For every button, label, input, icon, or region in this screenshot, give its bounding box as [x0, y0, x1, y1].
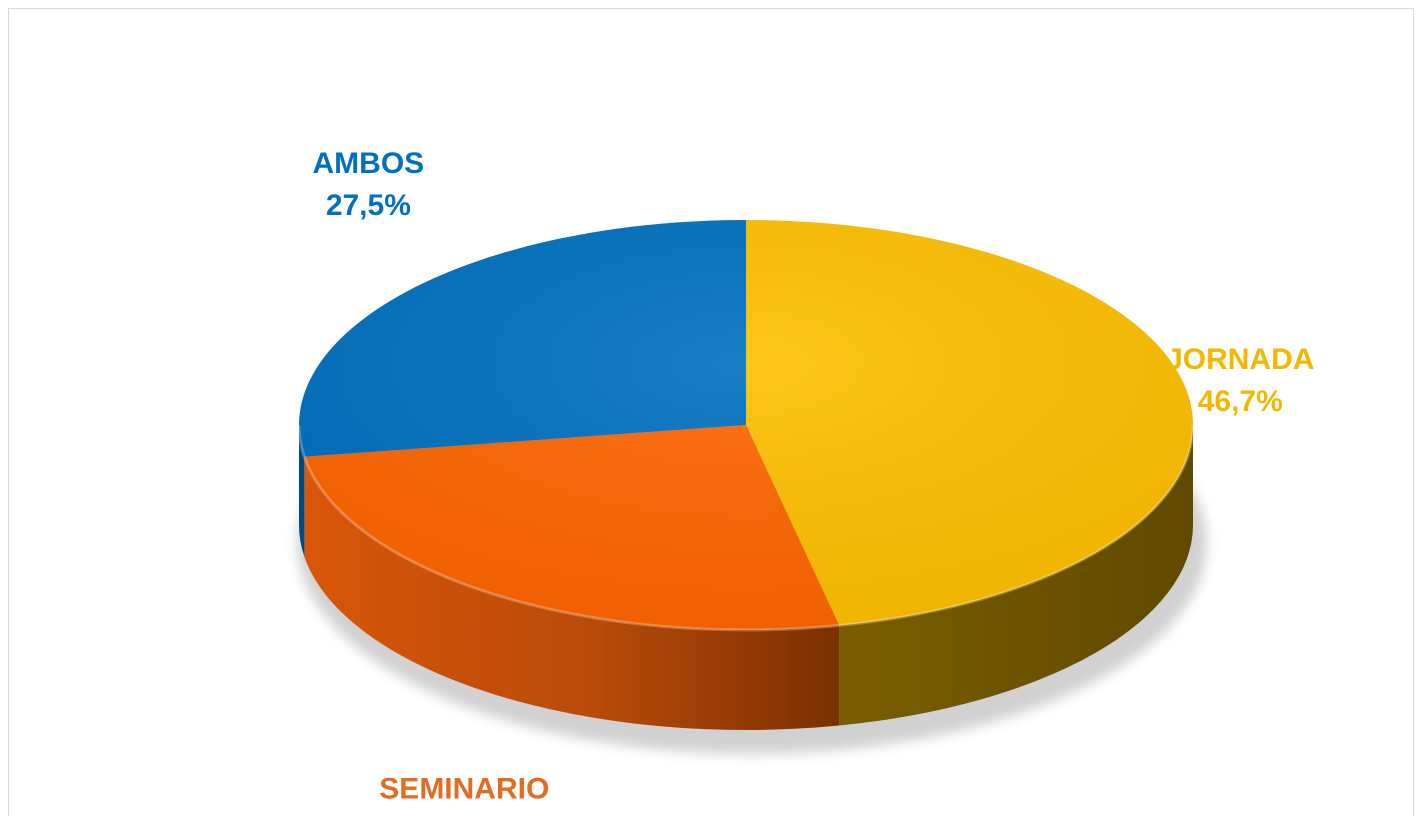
pie-rim: [297, 424, 1195, 632]
label-seminario: SEMINARIO: [379, 773, 549, 806]
pie-top-sheen: [299, 220, 1193, 630]
pie-side-ambos: [299, 425, 305, 557]
value-seminario: 25,9%: [422, 815, 507, 818]
pie-side-seminario: [304, 456, 840, 730]
pie-sides: [299, 425, 1193, 730]
label-jornada: JORNADA: [1166, 343, 1314, 376]
value-jornada: 46,7%: [1198, 385, 1283, 418]
value-ambos: 27,5%: [326, 189, 411, 222]
pie-side-jornada: [839, 425, 1193, 726]
pie-top: [297, 220, 1195, 632]
pie-labels: JORNADA 46,7% SEMINARIO 25,9% AMBOS 27,5%: [313, 147, 1315, 818]
label-ambos: AMBOS: [313, 147, 425, 180]
